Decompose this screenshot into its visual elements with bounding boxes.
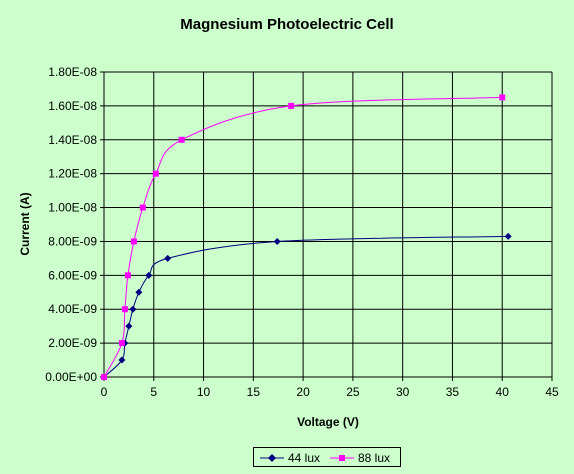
legend-item-44-lux: 44 lux bbox=[258, 450, 328, 466]
x-axis-label: Voltage (V) bbox=[297, 415, 359, 429]
legend: 44 lux 88 lux bbox=[253, 447, 401, 467]
data-point bbox=[101, 374, 107, 380]
y-tick-label: 2.00E-09 bbox=[48, 336, 97, 350]
grid-lines bbox=[104, 71, 553, 377]
data-point bbox=[273, 237, 281, 245]
y-tick-label: 8.00E-09 bbox=[48, 234, 97, 248]
x-tick-label: 5 bbox=[150, 385, 157, 399]
y-tick-label: 6.00E-09 bbox=[48, 268, 97, 282]
chart-canvas: 0.00E+00 2.00E-09 4.00E-09 6.00E-09 8.00E-09… bbox=[18, 65, 559, 429]
data-point bbox=[164, 254, 172, 262]
legend-item-88-lux: 88 lux bbox=[328, 450, 400, 466]
data-point bbox=[504, 232, 512, 240]
x-tick-label: 25 bbox=[346, 385, 360, 399]
legend-label: 88 lux bbox=[358, 451, 391, 465]
data-point bbox=[118, 340, 125, 347]
x-tick-label: 0 bbox=[101, 385, 108, 399]
data-point bbox=[125, 322, 133, 330]
axes bbox=[100, 71, 553, 381]
data-point bbox=[145, 271, 153, 279]
x-tick-label: 40 bbox=[496, 385, 510, 399]
data-point bbox=[499, 94, 506, 101]
y-tick-label: 1.40E-08 bbox=[48, 133, 97, 147]
tick-labels: 0.00E+00 2.00E-09 4.00E-09 6.00E-09 8.00E-09… bbox=[45, 65, 559, 399]
y-axis-label: Current (A) bbox=[18, 192, 32, 255]
data-point bbox=[129, 305, 137, 313]
plot-area bbox=[104, 72, 552, 377]
y-tick-label: 4.00E-09 bbox=[48, 302, 97, 316]
data-point bbox=[135, 288, 143, 296]
y-tick-label: 1.00E-08 bbox=[48, 201, 97, 215]
series-group bbox=[100, 94, 512, 381]
y-tick-label: 0.00E+00 bbox=[45, 370, 97, 384]
x-tick-label: 35 bbox=[446, 385, 460, 399]
y-tick-label: 1.80E-08 bbox=[48, 65, 97, 79]
legend-marker-diamond-icon bbox=[260, 454, 284, 462]
data-point bbox=[152, 170, 159, 177]
legend-marker-square-icon bbox=[330, 455, 354, 461]
data-point bbox=[118, 356, 126, 364]
data-point bbox=[124, 272, 131, 279]
x-tick-label: 15 bbox=[247, 385, 261, 399]
y-tick-label: 1.60E-08 bbox=[48, 99, 97, 113]
x-tick-label: 10 bbox=[197, 385, 211, 399]
data-point bbox=[178, 136, 185, 143]
x-tick-label: 30 bbox=[396, 385, 410, 399]
data-point bbox=[139, 204, 146, 211]
data-point bbox=[288, 102, 295, 109]
x-tick-label: 20 bbox=[296, 385, 310, 399]
x-tick-label: 45 bbox=[545, 385, 559, 399]
y-tick-label: 1.20E-08 bbox=[48, 167, 97, 181]
data-point bbox=[121, 306, 128, 313]
legend-label: 44 lux bbox=[288, 451, 321, 465]
data-point bbox=[130, 238, 137, 245]
chart-title: Magnesium Photoelectric Cell bbox=[180, 16, 394, 33]
